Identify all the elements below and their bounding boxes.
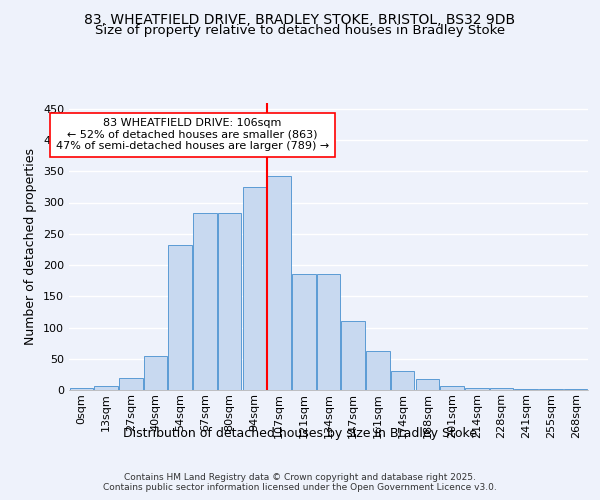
Bar	[366, 350, 389, 390]
Bar	[416, 380, 439, 390]
Bar	[218, 213, 241, 390]
Bar	[94, 386, 118, 390]
Y-axis label: Number of detached properties: Number of detached properties	[25, 148, 37, 345]
Bar	[341, 322, 365, 390]
Bar	[317, 274, 340, 390]
Text: Contains HM Land Registry data © Crown copyright and database right 2025.: Contains HM Land Registry data © Crown c…	[124, 472, 476, 482]
Bar	[70, 388, 93, 390]
Bar	[193, 213, 217, 390]
Bar	[490, 388, 513, 390]
Text: Size of property relative to detached houses in Bradley Stoke: Size of property relative to detached ho…	[95, 24, 505, 37]
Bar	[242, 187, 266, 390]
Text: Distribution of detached houses by size in Bradley Stoke: Distribution of detached houses by size …	[123, 428, 477, 440]
Text: 83 WHEATFIELD DRIVE: 106sqm
← 52% of detached houses are smaller (863)
47% of se: 83 WHEATFIELD DRIVE: 106sqm ← 52% of det…	[56, 118, 329, 152]
Bar	[119, 378, 143, 390]
Bar	[465, 388, 488, 390]
Bar	[169, 245, 192, 390]
Bar	[391, 371, 415, 390]
Bar	[268, 176, 291, 390]
Bar	[440, 386, 464, 390]
Bar	[514, 389, 538, 390]
Bar	[292, 274, 316, 390]
Text: 83, WHEATFIELD DRIVE, BRADLEY STOKE, BRISTOL, BS32 9DB: 83, WHEATFIELD DRIVE, BRADLEY STOKE, BRI…	[85, 12, 515, 26]
Bar	[144, 356, 167, 390]
Text: Contains public sector information licensed under the Open Government Licence v3: Contains public sector information licen…	[103, 484, 497, 492]
